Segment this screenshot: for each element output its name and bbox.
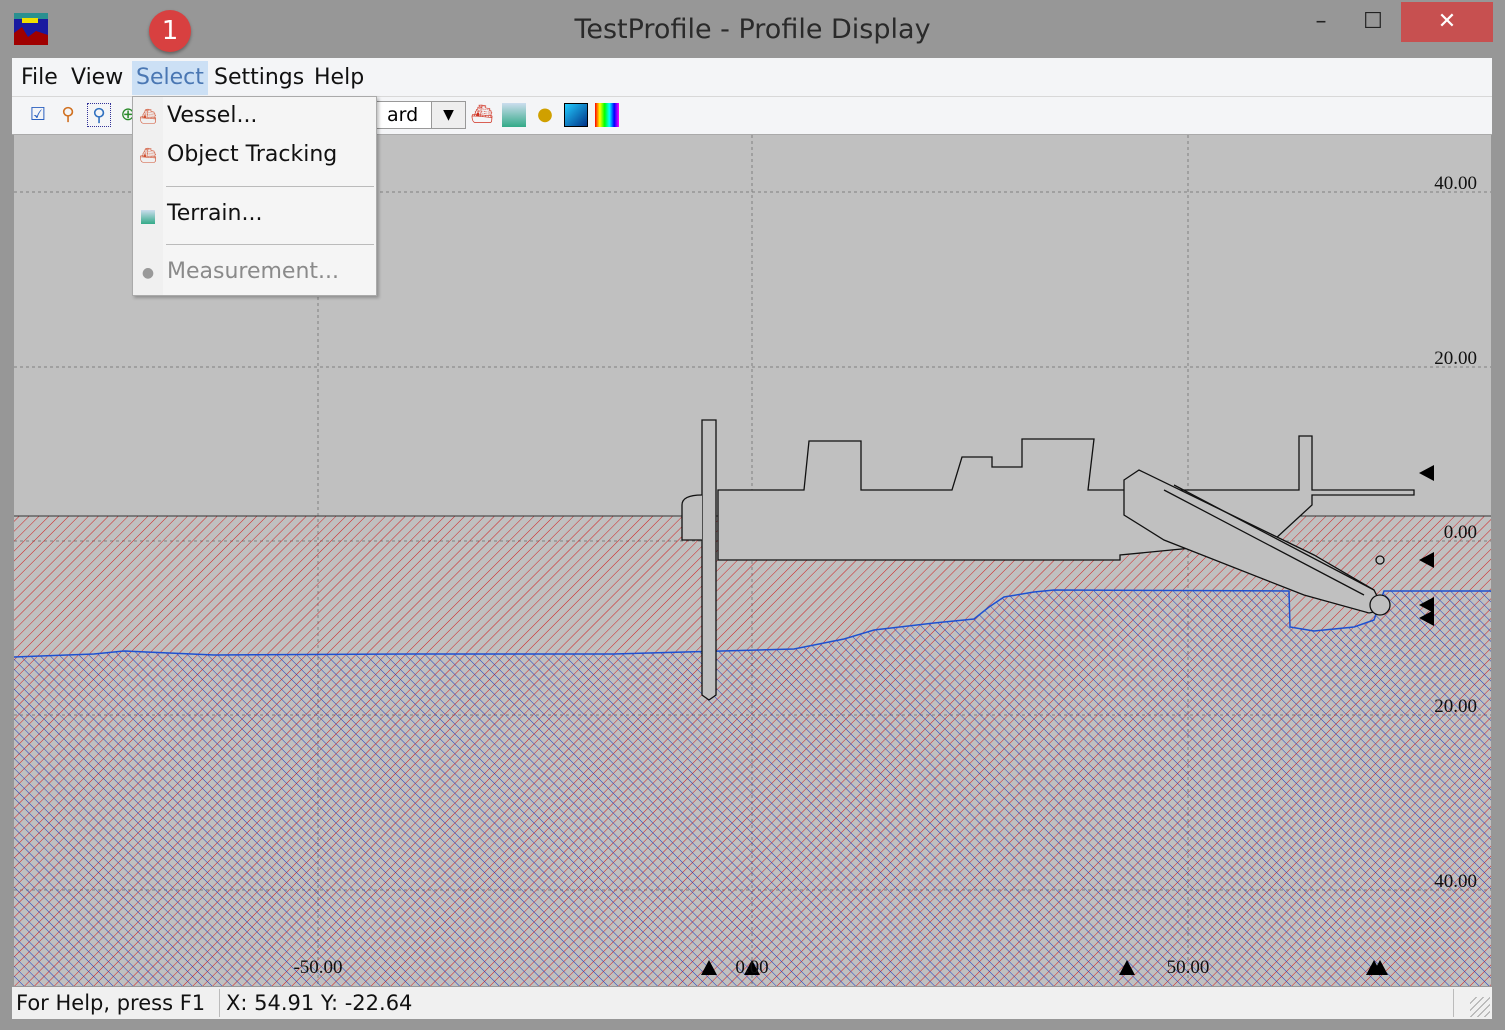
- zoom-window-icon[interactable]: ⚲: [87, 103, 111, 127]
- menu-select[interactable]: Select: [132, 61, 208, 95]
- y-tick-label: 20.00: [1434, 348, 1477, 369]
- menu-separator: [166, 244, 374, 245]
- depth-markers: [701, 465, 1434, 975]
- color-palette-icon[interactable]: [595, 103, 619, 127]
- measurement-icon[interactable]: ●: [537, 104, 553, 125]
- x-tick-label: 50.00: [1167, 957, 1210, 978]
- marker-icon: [701, 960, 717, 975]
- vessel-icon[interactable]: ⛴: [470, 104, 494, 125]
- marker-icon: [744, 960, 760, 975]
- menu-settings[interactable]: Settings: [214, 65, 305, 90]
- menu-bar: File View Select Settings Help: [12, 58, 1492, 97]
- marker-icon: [1419, 465, 1434, 481]
- menu-item-measurement: ● Measurement...: [133, 255, 376, 295]
- marker-icon: [1419, 597, 1434, 613]
- x-tick-label: -50.00: [293, 957, 342, 978]
- status-bar: For Help, press F1 X: 54.91 Y: -22.64: [12, 987, 1492, 1019]
- object-tracking-icon: ⛴: [139, 148, 157, 164]
- menu-help[interactable]: Help: [314, 65, 365, 90]
- zoom-icon[interactable]: ⚲: [61, 104, 75, 125]
- window-title: TestProfile - Profile Display: [574, 14, 931, 45]
- menu-item-vessel[interactable]: ⛴ Vessel...: [139, 103, 258, 128]
- menu-view[interactable]: View: [71, 65, 124, 90]
- terrain-line: [14, 589, 1491, 658]
- app-logo-icon: [14, 13, 48, 45]
- minimize-button[interactable]: –: [1315, 9, 1327, 34]
- menu-item-terrain[interactable]: Terrain...: [133, 197, 376, 237]
- measurement-icon: ●: [141, 265, 155, 281]
- chevron-down-icon[interactable]: ▼: [431, 102, 465, 128]
- view-combo-value: ard: [387, 104, 419, 126]
- profile-canvas[interactable]: 40.00 20.00 0.00 20.00 40.00 -50.00 0.00…: [14, 135, 1491, 986]
- menu-separator: [166, 186, 374, 187]
- marker-icon: [1119, 960, 1135, 975]
- vessel-outline: [681, 419, 1415, 701]
- menu-icon-gutter: [133, 97, 163, 295]
- y-tick-label: 40.00: [1434, 871, 1477, 892]
- resize-grip[interactable]: [1470, 997, 1490, 1017]
- terrain-icon[interactable]: [502, 103, 526, 127]
- status-coordinates: X: 54.91 Y: -22.64: [222, 989, 1454, 1017]
- maximize-button[interactable]: ☐: [1363, 9, 1383, 34]
- terrain-icon: [141, 210, 155, 224]
- color-gradient-icon[interactable]: [564, 103, 588, 127]
- zoom-in-icon[interactable]: ⊕: [120, 104, 136, 125]
- select-menu-dropdown: ⛴ Vessel... ⛴ Object Tracking Terrain... ●…: [132, 96, 377, 296]
- y-tick-label: 20.00: [1434, 696, 1477, 717]
- view-combo[interactable]: ard ▼: [374, 101, 466, 129]
- x-tick-label: 0.00: [735, 957, 768, 978]
- status-help-text: For Help, press F1: [12, 989, 220, 1017]
- menu-item-object-tracking[interactable]: ⛴ Object Tracking: [139, 142, 338, 167]
- close-button[interactable]: ✕: [1401, 2, 1493, 42]
- marker-icon: [1419, 610, 1434, 626]
- menu-file[interactable]: File: [21, 65, 58, 90]
- y-tick-label: 0.00: [1444, 522, 1477, 543]
- vessel-icon: ⛴: [139, 109, 157, 125]
- terrain-region: [14, 590, 1491, 986]
- checklist-icon[interactable]: ☑: [29, 104, 47, 125]
- step-badge: 1: [149, 10, 191, 52]
- marker-icon: [1372, 960, 1388, 975]
- title-bar: TestProfile - Profile Display 1 – ☐ ✕: [0, 0, 1505, 58]
- y-tick-label: 40.00: [1434, 173, 1477, 194]
- marker-icon: [1419, 552, 1434, 568]
